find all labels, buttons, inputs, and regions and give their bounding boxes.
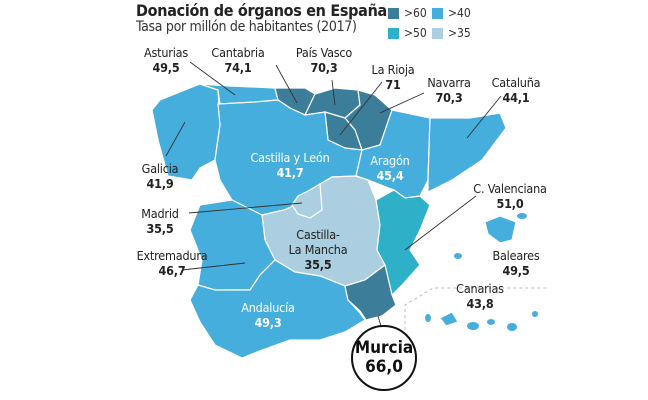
label-navarra: Navarra 70,3 — [427, 75, 471, 105]
legend-swatch — [388, 7, 399, 19]
label-la-rioja: La Rioja 71 — [371, 62, 415, 92]
island-canarias — [425, 314, 431, 322]
legend-swatch — [388, 27, 399, 39]
leader-line-pais-vasco — [331, 79, 336, 106]
legend-swatch — [432, 27, 443, 39]
label-castilla-leon: Castilla y León 41,7 — [250, 150, 330, 180]
page-subtitle: Tasa por millón de habitantes (2017) — [136, 19, 357, 35]
leader-line-asturias — [189, 61, 236, 96]
legend-item: >40 — [432, 6, 471, 20]
leader-line-madrid — [188, 202, 303, 214]
label-castilla-la-mancha: Castilla- La Mancha 35,5 — [288, 227, 348, 272]
island-canarias — [532, 311, 538, 317]
label-c-valenciana: C. Valenciana 51,0 — [473, 181, 547, 211]
leader-line-cantabria — [275, 64, 298, 104]
label-baleares: Baleares 49,5 — [492, 248, 540, 278]
canarias-inset-border — [404, 287, 548, 330]
region-cataluna — [427, 112, 507, 193]
legend-swatch — [432, 7, 443, 19]
island-canarias — [467, 322, 479, 330]
region-baleares — [484, 215, 517, 244]
region-canarias — [439, 311, 459, 327]
label-asturias: Asturias 49,5 — [144, 45, 188, 75]
legend-label: >40 — [448, 6, 471, 20]
island-canarias — [507, 323, 517, 331]
region-murcia — [344, 263, 397, 321]
leader-line-galicia — [165, 121, 186, 157]
island-baleares — [454, 253, 462, 259]
island-baleares — [517, 213, 527, 219]
label-canarias: Canarias 43,8 — [456, 281, 504, 311]
label-galicia: Galicia 41,9 — [141, 161, 179, 191]
region-c-valenciana — [375, 189, 431, 297]
label-cantabria: Cantabria 74,1 — [211, 45, 265, 75]
legend-item: >35 — [432, 26, 471, 40]
leader-line-murcia — [377, 315, 382, 327]
label-cataluna: Cataluña 44,1 — [491, 75, 541, 105]
leader-line-c-valenciana — [404, 195, 477, 251]
label-pais-vasco: País Vasco 70,3 — [295, 45, 353, 75]
leader-line-cataluna — [466, 95, 502, 139]
leader-line-extremadura — [181, 262, 246, 271]
leader-line-la-rioja — [339, 81, 383, 136]
legend-label: >60 — [404, 6, 427, 20]
island-canarias — [487, 319, 495, 325]
region-andalucia — [189, 259, 366, 359]
legend-label: >35 — [448, 26, 471, 40]
page-title: Donación de órganos en España — [136, 1, 387, 20]
label-madrid: Madrid 35,5 — [141, 206, 179, 236]
legend-item: >50 — [388, 26, 427, 40]
label-aragon: Aragón 45,4 — [370, 153, 410, 183]
label-andalucia: Andalucía 49,3 — [241, 300, 295, 330]
leader-line-navarra — [379, 92, 425, 114]
label-extremadura: Extremadura 46,7 — [136, 248, 208, 278]
legend-item: >60 — [388, 6, 427, 20]
label-murcia: Murcia 66,0 — [351, 325, 417, 391]
region-madrid — [291, 182, 323, 219]
legend-label: >50 — [404, 26, 427, 40]
